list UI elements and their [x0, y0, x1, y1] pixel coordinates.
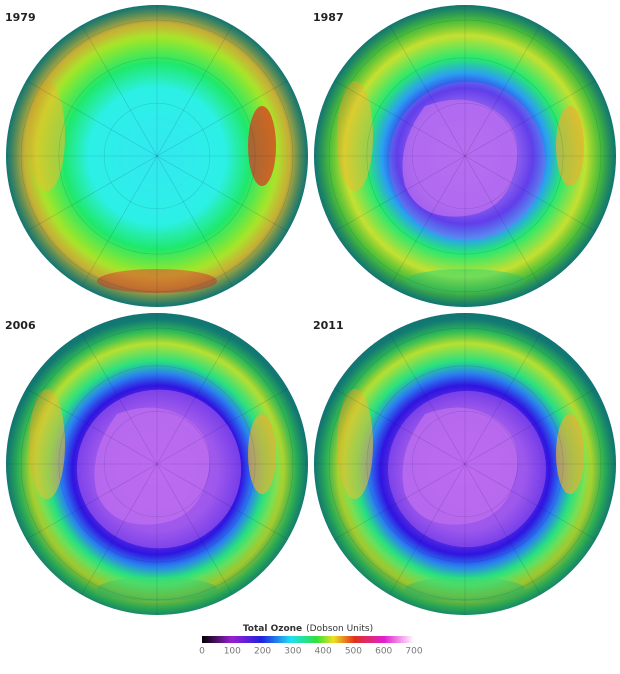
colorbar-tick-label: 300 [284, 647, 301, 657]
globe [6, 5, 308, 307]
colorbar-tick-label: 200 [254, 647, 271, 657]
colorbar-tick-label: 500 [345, 647, 362, 657]
colorbar-title: Total Ozone (Dobson Units) [243, 624, 373, 634]
colorbar-tick-label: 600 [375, 647, 392, 657]
colorbar-tick-label: 0 [199, 647, 205, 657]
globe [6, 313, 308, 615]
colorbar-tick-label: 100 [224, 647, 241, 657]
globe-shade [314, 313, 616, 615]
globe-shade [314, 5, 616, 307]
panel-label: 2006 [5, 319, 36, 332]
globe [314, 313, 616, 615]
colorbar-tick-label: 700 [405, 647, 422, 657]
globe-shade [6, 313, 308, 615]
panel-label: 2011 [313, 319, 344, 332]
colorbar-unit: (Dobson Units) [306, 624, 373, 634]
colorbar-title-text: Total Ozone [243, 624, 302, 634]
panel-label: 1987 [313, 11, 344, 24]
colorbar [202, 636, 414, 643]
colorbar-tick-label: 400 [315, 647, 332, 657]
globe [314, 5, 616, 307]
panel-label: 1979 [5, 11, 36, 24]
globe-shade [6, 5, 308, 307]
